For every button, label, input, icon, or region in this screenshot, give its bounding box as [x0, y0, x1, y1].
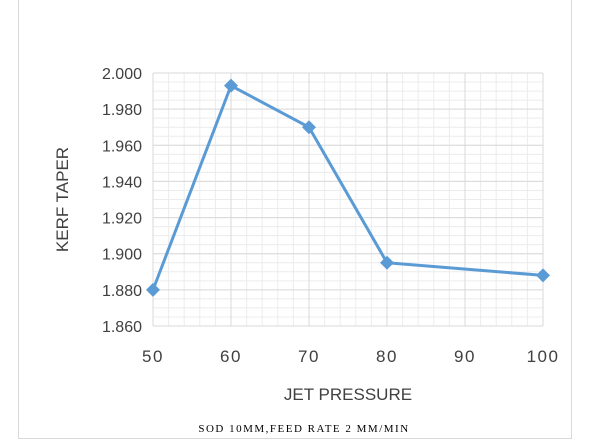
- y-tick-label: 1.940: [102, 174, 142, 191]
- x-tick-label: 100: [527, 347, 560, 366]
- data-point-marker: [302, 120, 316, 135]
- series-group: [146, 78, 550, 297]
- data-point-marker: [224, 78, 238, 93]
- y-tick-label: 1.900: [102, 247, 142, 264]
- x-tick-labels: 50 60 70 80 90 100: [142, 347, 560, 366]
- data-point-marker: [536, 268, 550, 283]
- data-point-marker: [380, 255, 394, 270]
- x-tick-label: 90: [454, 347, 476, 366]
- chart-frame: [18, 0, 572, 439]
- x-axis-title: JET PRESSURE: [284, 385, 412, 404]
- y-axis-title: KERF TAPER: [53, 147, 72, 252]
- x-tick-label: 50: [142, 347, 164, 366]
- y-tick-label: 1.920: [102, 211, 142, 228]
- y-tick-labels: 1.860 1.880 1.900 1.920 1.940 1.960 1.980 2.000: [102, 66, 142, 336]
- x-tick-label: 80: [376, 347, 398, 366]
- y-tick-label: 1.980: [102, 102, 142, 119]
- y-tick-label: 1.880: [102, 283, 142, 300]
- y-tick-label: 2.000: [102, 66, 142, 83]
- y-tick-label: 1.860: [102, 319, 142, 336]
- minor-gridlines: [152, 72, 544, 327]
- series-line: [151, 84, 544, 291]
- x-tick-label: 70: [298, 347, 320, 366]
- data-point-marker: [146, 282, 160, 297]
- y-tick-label: 1.960: [102, 138, 142, 155]
- chart-caption: SOD 10MM,FEED RATE 2 MM/MIN: [198, 423, 409, 435]
- x-tick-label: 60: [220, 347, 242, 366]
